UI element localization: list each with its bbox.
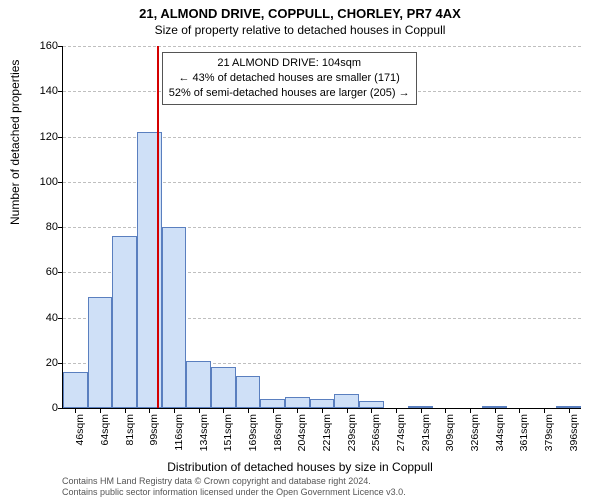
- histogram-bar: [236, 376, 261, 408]
- xtick-mark: [371, 408, 372, 413]
- ytick-label: 0: [28, 402, 58, 414]
- xtick-label: 151sqm: [222, 414, 234, 454]
- xtick-mark: [100, 408, 101, 413]
- ytick-mark: [58, 272, 63, 273]
- xtick-label: 239sqm: [346, 414, 358, 454]
- xtick-label: 256sqm: [370, 414, 382, 454]
- ytick-mark: [58, 182, 63, 183]
- histogram-bar: [310, 399, 335, 408]
- histogram-bar: [260, 399, 285, 408]
- xtick-mark: [421, 408, 422, 413]
- chart-title-main: 21, ALMOND DRIVE, COPPULL, CHORLEY, PR7 …: [0, 0, 600, 21]
- xtick-mark: [347, 408, 348, 413]
- ytick-label: 160: [28, 40, 58, 52]
- xtick-mark: [199, 408, 200, 413]
- info-box: 21 ALMOND DRIVE: 104sqm ← 43% of detache…: [162, 52, 417, 105]
- xtick-mark: [544, 408, 545, 413]
- info-line3: 52% of semi-detached houses are larger (…: [169, 86, 410, 101]
- xtick-label: 99sqm: [148, 414, 160, 454]
- xtick-mark: [223, 408, 224, 413]
- histogram-bar: [334, 394, 359, 408]
- xtick-mark: [174, 408, 175, 413]
- xtick-mark: [519, 408, 520, 413]
- xtick-label: 46sqm: [74, 414, 86, 454]
- xtick-label: 291sqm: [420, 414, 432, 454]
- ytick-label: 80: [28, 221, 58, 233]
- xtick-mark: [273, 408, 274, 413]
- gridline: [63, 46, 581, 47]
- y-axis-label: Number of detached properties: [8, 60, 22, 225]
- ytick-mark: [58, 363, 63, 364]
- marker-line: [157, 46, 159, 408]
- footer-line1: Contains HM Land Registry data © Crown c…: [62, 476, 406, 487]
- xtick-label: 186sqm: [272, 414, 284, 454]
- ytick-mark: [58, 137, 63, 138]
- ytick-label: 120: [28, 131, 58, 143]
- xtick-mark: [125, 408, 126, 413]
- xtick-mark: [396, 408, 397, 413]
- xtick-label: 361sqm: [518, 414, 530, 454]
- xtick-label: 169sqm: [247, 414, 259, 454]
- xtick-label: 274sqm: [395, 414, 407, 454]
- ytick-label: 100: [28, 176, 58, 188]
- xtick-mark: [445, 408, 446, 413]
- xtick-label: 221sqm: [321, 414, 333, 454]
- xtick-label: 309sqm: [444, 414, 456, 454]
- xtick-label: 344sqm: [494, 414, 506, 454]
- xtick-label: 64sqm: [99, 414, 111, 454]
- chart-footer: Contains HM Land Registry data © Crown c…: [62, 476, 406, 498]
- info-line2: ← 43% of detached houses are smaller (17…: [169, 71, 410, 86]
- xtick-label: 326sqm: [469, 414, 481, 454]
- ytick-label: 60: [28, 266, 58, 278]
- xtick-label: 379sqm: [543, 414, 555, 454]
- xtick-mark: [495, 408, 496, 413]
- xtick-label: 396sqm: [568, 414, 580, 454]
- ytick-mark: [58, 91, 63, 92]
- xtick-mark: [470, 408, 471, 413]
- histogram-bar: [211, 367, 236, 408]
- ytick-label: 140: [28, 85, 58, 97]
- histogram-bar: [88, 297, 113, 408]
- xtick-mark: [248, 408, 249, 413]
- histogram-bar: [359, 401, 384, 408]
- histogram-bar: [285, 397, 310, 408]
- xtick-label: 204sqm: [296, 414, 308, 454]
- ytick-mark: [58, 318, 63, 319]
- xtick-mark: [297, 408, 298, 413]
- xtick-mark: [569, 408, 570, 413]
- xtick-label: 134sqm: [198, 414, 210, 454]
- info-line1: 21 ALMOND DRIVE: 104sqm: [169, 56, 410, 71]
- xtick-mark: [322, 408, 323, 413]
- ytick-label: 20: [28, 357, 58, 369]
- x-axis-label: Distribution of detached houses by size …: [0, 460, 600, 474]
- chart-title-sub: Size of property relative to detached ho…: [0, 21, 600, 37]
- footer-line2: Contains public sector information licen…: [62, 487, 406, 498]
- xtick-mark: [149, 408, 150, 413]
- xtick-label: 81sqm: [124, 414, 136, 454]
- ytick-mark: [58, 408, 63, 409]
- histogram-bar: [112, 236, 137, 408]
- ytick-label: 40: [28, 312, 58, 324]
- xtick-label: 116sqm: [173, 414, 185, 454]
- xtick-mark: [75, 408, 76, 413]
- ytick-mark: [58, 227, 63, 228]
- histogram-bar: [63, 372, 88, 408]
- histogram-bar: [186, 361, 211, 409]
- histogram-bar: [162, 227, 187, 408]
- ytick-mark: [58, 46, 63, 47]
